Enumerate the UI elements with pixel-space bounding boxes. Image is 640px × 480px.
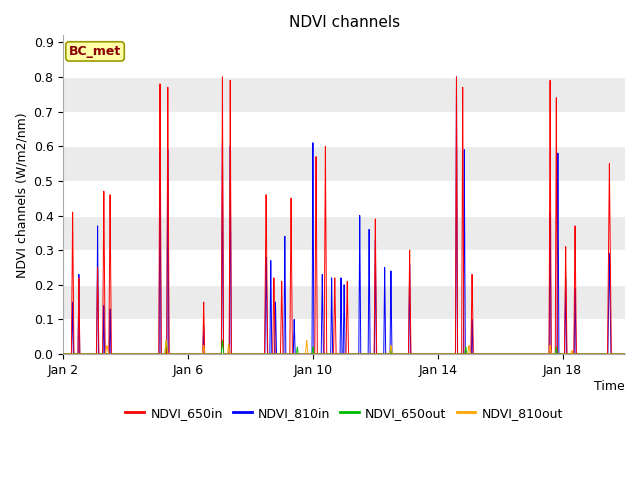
Bar — [63, 111, 625, 146]
Bar — [63, 181, 625, 216]
Title: NDVI channels: NDVI channels — [289, 15, 400, 30]
Bar — [63, 77, 625, 111]
Bar — [63, 216, 625, 250]
Bar — [63, 285, 625, 320]
Bar — [63, 42, 625, 77]
Bar — [63, 320, 625, 354]
X-axis label: Time: Time — [595, 380, 625, 393]
Bar — [63, 250, 625, 285]
Bar — [63, 36, 625, 42]
Text: BC_met: BC_met — [69, 45, 121, 58]
Y-axis label: NDVI channels (W/m2/nm): NDVI channels (W/m2/nm) — [15, 112, 28, 277]
Legend: NDVI_650in, NDVI_810in, NDVI_650out, NDVI_810out: NDVI_650in, NDVI_810in, NDVI_650out, NDV… — [120, 402, 568, 425]
Bar — [63, 146, 625, 181]
